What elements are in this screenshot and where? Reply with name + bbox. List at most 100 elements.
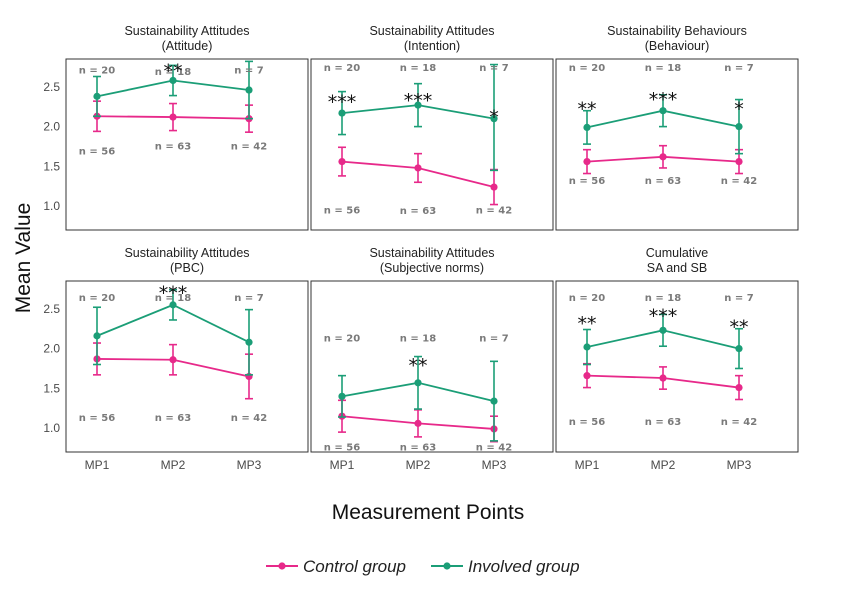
legend-item-involved: Involved group bbox=[431, 557, 580, 576]
data-point bbox=[245, 86, 253, 94]
n-label-control: n = 63 bbox=[645, 176, 681, 187]
n-label-involved: n = 20 bbox=[324, 333, 360, 344]
y-tick-label: 2.0 bbox=[43, 120, 60, 134]
data-point bbox=[169, 356, 177, 364]
n-label-involved: n = 18 bbox=[155, 293, 191, 304]
panel-title-line2: (Subjective norms) bbox=[380, 261, 484, 275]
data-point bbox=[659, 374, 667, 382]
n-label-control: n = 56 bbox=[79, 413, 115, 424]
legend-involved-marker bbox=[443, 562, 451, 570]
data-point bbox=[93, 92, 101, 100]
significance-marker: *** bbox=[159, 283, 188, 305]
panel-title-line2: (PBC) bbox=[170, 261, 204, 275]
legend-item-control: Control group bbox=[266, 557, 406, 576]
y-tick-label: 1.5 bbox=[43, 159, 60, 173]
panel-frame bbox=[310, 280, 554, 453]
significance-marker: ** bbox=[409, 355, 428, 377]
n-label-involved: n = 18 bbox=[645, 293, 681, 304]
panel-title-line1: Cumulative bbox=[646, 246, 709, 260]
data-point bbox=[735, 345, 743, 353]
panel-title-line1: Sustainability Attitudes bbox=[124, 24, 249, 38]
n-label-involved: n = 20 bbox=[569, 63, 605, 74]
panel-2: Sustainability Attitudes(Intention) n = 2… bbox=[310, 24, 554, 231]
significance-marker: * bbox=[734, 99, 744, 121]
x-tick-label: MP2 bbox=[406, 458, 431, 472]
significance-marker: * bbox=[489, 107, 499, 129]
significance-marker: ** bbox=[730, 317, 749, 339]
panel-frame bbox=[65, 58, 309, 231]
series-control bbox=[93, 100, 253, 133]
data-point bbox=[583, 372, 591, 380]
legend-involved-label: Involved group bbox=[468, 557, 580, 576]
significance-marker: *** bbox=[649, 306, 678, 328]
n-label-control: n = 56 bbox=[569, 417, 605, 428]
y-axis-title: Mean Value bbox=[12, 203, 35, 314]
panel-1: Sustainability Attitudes(Attitude) 1.0 1.5… bbox=[43, 24, 309, 231]
data-point bbox=[583, 158, 591, 166]
panel-frame bbox=[555, 58, 799, 231]
data-point bbox=[735, 158, 743, 166]
data-point bbox=[414, 379, 422, 387]
x-tick-label: MP3 bbox=[482, 458, 507, 472]
n-label-involved: n = 7 bbox=[724, 63, 753, 74]
n-label-control: n = 63 bbox=[155, 142, 191, 153]
series-involved bbox=[338, 63, 498, 172]
data-point bbox=[414, 164, 422, 172]
n-label-control: n = 42 bbox=[721, 176, 757, 187]
n-label-control: n = 56 bbox=[79, 146, 115, 157]
n-label-control: n = 42 bbox=[721, 417, 757, 428]
series-involved bbox=[583, 93, 743, 155]
y-tick-label: 2.0 bbox=[43, 342, 60, 356]
panel-title-line2: SA and SB bbox=[647, 261, 707, 275]
data-point bbox=[169, 113, 177, 121]
data-point bbox=[735, 123, 743, 131]
series-involved bbox=[338, 355, 498, 442]
significance-marker: *** bbox=[328, 92, 357, 114]
data-point bbox=[245, 338, 253, 346]
x-tick-label: MP3 bbox=[237, 458, 262, 472]
n-label-involved: n = 18 bbox=[645, 63, 681, 74]
n-label-involved: n = 18 bbox=[400, 63, 436, 74]
data-point bbox=[490, 397, 498, 405]
n-label-control: n = 56 bbox=[324, 205, 360, 216]
n-label-control: n = 42 bbox=[476, 205, 512, 216]
panels-layer: Sustainability Attitudes(Attitude)1.01.5… bbox=[43, 24, 799, 472]
y-tick-label: 1.0 bbox=[43, 199, 60, 213]
data-point bbox=[735, 383, 743, 392]
n-label-involved: n = 7 bbox=[479, 333, 508, 344]
n-label-involved: n = 7 bbox=[724, 293, 753, 304]
significance-marker: ** bbox=[578, 313, 597, 335]
panel-3: Sustainability Behaviours(Behaviour) n = … bbox=[555, 24, 799, 231]
panel-title-line1: Sustainability Attitudes bbox=[369, 24, 494, 38]
x-tick-label: MP3 bbox=[727, 458, 752, 472]
n-label-involved: n = 18 bbox=[400, 333, 436, 344]
x-tick-label: MP2 bbox=[161, 458, 186, 472]
n-label-control: n = 56 bbox=[569, 176, 605, 187]
n-label-control: n = 63 bbox=[645, 417, 681, 428]
panel-5: Sustainability Attitudes(Subjective norm… bbox=[310, 246, 554, 472]
series-involved bbox=[583, 313, 743, 370]
panel-title-line2: (Behaviour) bbox=[645, 39, 710, 53]
series-involved bbox=[93, 60, 253, 120]
data-point bbox=[169, 76, 177, 85]
panel-title-line1: Sustainability Behaviours bbox=[607, 24, 747, 38]
y-tick-label: 2.5 bbox=[43, 302, 60, 316]
series-control bbox=[338, 146, 498, 206]
data-point bbox=[583, 123, 591, 131]
panel-frame bbox=[555, 280, 799, 453]
n-label-involved: n = 7 bbox=[479, 63, 508, 74]
data-point bbox=[490, 183, 498, 191]
legend: Control group Involved group bbox=[266, 557, 580, 576]
data-point bbox=[414, 419, 422, 427]
data-point bbox=[414, 101, 422, 109]
data-point bbox=[169, 301, 177, 309]
data-point bbox=[93, 332, 101, 340]
x-tick-label: MP1 bbox=[330, 458, 355, 472]
panel-title-line2: (Intention) bbox=[404, 39, 460, 53]
data-point bbox=[659, 326, 667, 334]
y-tick-label: 2.5 bbox=[43, 80, 60, 94]
n-label-control: n = 63 bbox=[155, 413, 191, 424]
panel-title-line2: (Attitude) bbox=[162, 39, 213, 53]
n-label-involved: n = 20 bbox=[324, 63, 360, 74]
